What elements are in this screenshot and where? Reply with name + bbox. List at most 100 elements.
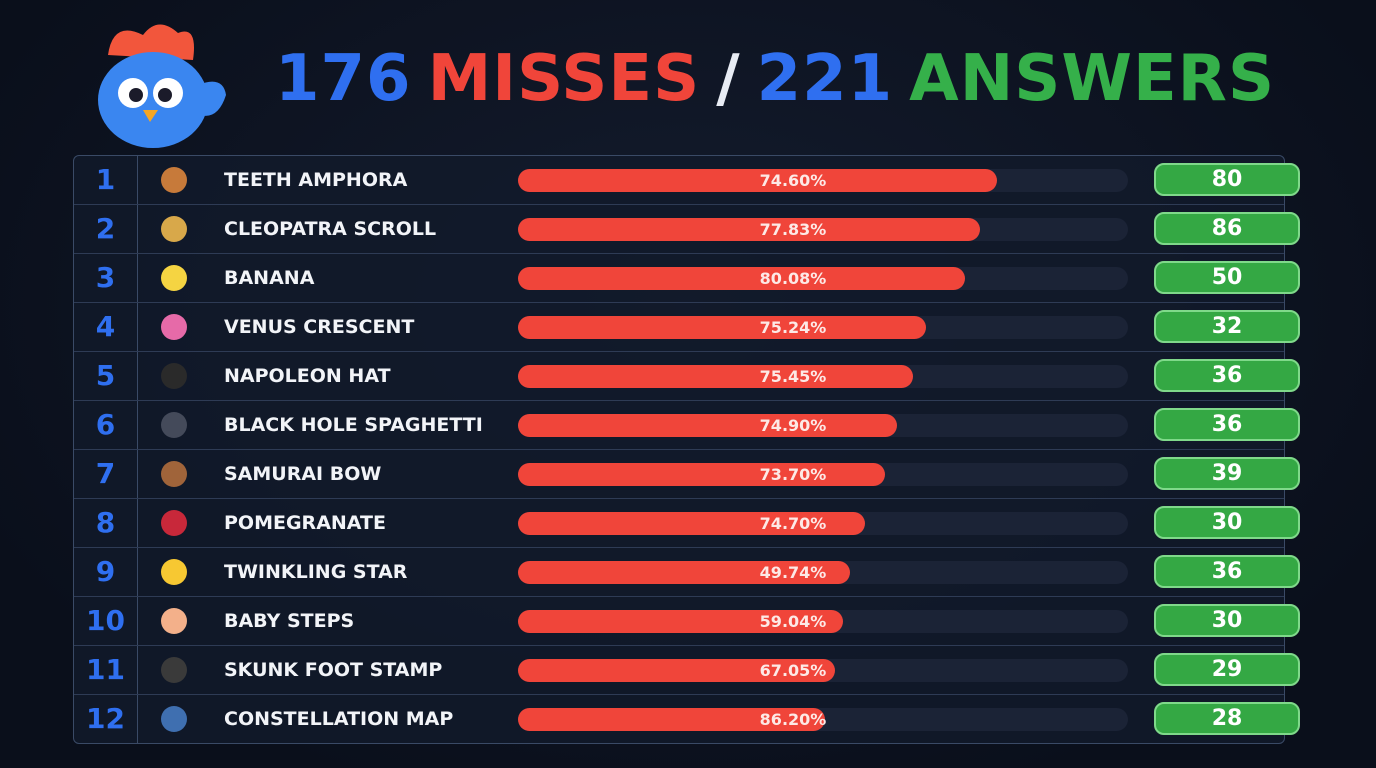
bar bbox=[518, 316, 926, 339]
bar bbox=[518, 463, 885, 486]
rank: 6 bbox=[74, 401, 138, 449]
bar-track: 75.45% bbox=[518, 365, 1128, 388]
rank: 1 bbox=[74, 156, 138, 204]
leaderboard: 1 TEETH AMPHORA 74.60% 80 2 CLEOPATRA SCROLL 7… bbox=[73, 155, 1300, 744]
count-pill: 32 bbox=[1154, 310, 1300, 343]
bar-track: 74.70% bbox=[518, 512, 1128, 535]
bar bbox=[518, 512, 865, 535]
percent: 75.24% bbox=[759, 318, 827, 337]
item-name: TWINKLING STAR bbox=[224, 561, 408, 583]
rank: 7 bbox=[74, 450, 138, 498]
percent: 74.60% bbox=[759, 171, 827, 190]
bar bbox=[518, 610, 843, 633]
bar-track: 74.90% bbox=[518, 414, 1128, 437]
answers-count: 221 bbox=[756, 42, 894, 116]
bar-track: 80.08% bbox=[518, 267, 1128, 290]
icon bbox=[161, 265, 187, 291]
count-pill: 39 bbox=[1154, 457, 1300, 490]
rank: 2 bbox=[74, 205, 138, 253]
icon bbox=[161, 167, 187, 193]
title: 176 MISSES/221 ANSWERS bbox=[200, 42, 1350, 116]
count-pill: 36 bbox=[1154, 555, 1300, 588]
percent: 67.05% bbox=[759, 661, 827, 680]
row: 10 BABY STEPS 59.04% 30 bbox=[74, 597, 1300, 646]
bar-track: 75.24% bbox=[518, 316, 1128, 339]
bar bbox=[518, 659, 835, 682]
icon bbox=[161, 216, 187, 242]
count-pill: 28 bbox=[1154, 702, 1300, 735]
bar-track: 49.74% bbox=[518, 561, 1128, 584]
percent: 77.83% bbox=[759, 220, 827, 239]
count-pill: 29 bbox=[1154, 653, 1300, 686]
count-pill: 80 bbox=[1154, 163, 1300, 196]
row: 4 VENUS CRESCENT 75.24% 32 bbox=[74, 303, 1300, 352]
icon bbox=[161, 363, 187, 389]
bar bbox=[518, 365, 913, 388]
bar-track: 59.04% bbox=[518, 610, 1128, 633]
icon bbox=[161, 461, 187, 487]
count-pill: 30 bbox=[1154, 604, 1300, 637]
answers-label: ANSWERS bbox=[909, 42, 1276, 116]
row: 5 NAPOLEON HAT 75.45% 36 bbox=[74, 352, 1300, 401]
rank: 4 bbox=[74, 303, 138, 351]
percent: 75.45% bbox=[759, 367, 827, 386]
icon bbox=[161, 706, 187, 732]
row: 1 TEETH AMPHORA 74.60% 80 bbox=[74, 156, 1300, 205]
icon bbox=[161, 510, 187, 536]
count-pill: 30 bbox=[1154, 506, 1300, 539]
percent: 74.70% bbox=[759, 514, 827, 533]
icon bbox=[161, 412, 187, 438]
percent: 80.08% bbox=[759, 269, 827, 288]
percent: 49.74% bbox=[759, 563, 827, 582]
percent: 74.90% bbox=[759, 416, 827, 435]
bar-track: 74.60% bbox=[518, 169, 1128, 192]
row: 2 CLEOPATRA SCROLL 77.83% 86 bbox=[74, 205, 1300, 254]
row: 7 SAMURAI BOW 73.70% 39 bbox=[74, 450, 1300, 499]
item-name: NAPOLEON HAT bbox=[224, 365, 391, 387]
icon bbox=[161, 314, 187, 340]
bar-track: 86.20% bbox=[518, 708, 1128, 731]
icon bbox=[161, 608, 187, 634]
bar bbox=[518, 708, 825, 731]
item-name: VENUS CRESCENT bbox=[224, 316, 415, 338]
percent: 73.70% bbox=[759, 465, 827, 484]
mascot bbox=[98, 24, 226, 148]
row: 11 SKUNK FOOT STAMP 67.05% 29 bbox=[74, 646, 1300, 695]
separator: / bbox=[716, 42, 741, 116]
item-name: BABY STEPS bbox=[224, 610, 355, 632]
count-pill: 86 bbox=[1154, 212, 1300, 245]
bar bbox=[518, 414, 897, 437]
bar bbox=[518, 267, 965, 290]
rank: 11 bbox=[74, 646, 138, 694]
item-name: POMEGRANATE bbox=[224, 512, 386, 534]
bar-track: 67.05% bbox=[518, 659, 1128, 682]
misses-count: 176 bbox=[274, 42, 412, 116]
icon bbox=[161, 559, 187, 585]
bar bbox=[518, 169, 997, 192]
row: 12 CONSTELLATION MAP 86.20% 28 bbox=[74, 695, 1300, 744]
rank: 10 bbox=[74, 597, 138, 645]
row: 3 BANANA 80.08% 50 bbox=[74, 254, 1300, 303]
row: 8 POMEGRANATE 74.70% 30 bbox=[74, 499, 1300, 548]
count-pill: 50 bbox=[1154, 261, 1300, 294]
count-pill: 36 bbox=[1154, 359, 1300, 392]
misses-label: MISSES bbox=[427, 42, 701, 116]
row: 9 TWINKLING STAR 49.74% 36 bbox=[74, 548, 1300, 597]
item-name: CLEOPATRA SCROLL bbox=[224, 218, 437, 240]
row: 6 BLACK HOLE SPAGHETTI 74.90% 36 bbox=[74, 401, 1300, 450]
rank: 3 bbox=[74, 254, 138, 302]
rank: 9 bbox=[74, 548, 138, 596]
rank: 8 bbox=[74, 499, 138, 547]
rank: 12 bbox=[74, 695, 138, 743]
item-name: BLACK HOLE SPAGHETTI bbox=[224, 414, 483, 436]
item-name: SKUNK FOOT STAMP bbox=[224, 659, 443, 681]
rank: 5 bbox=[74, 352, 138, 400]
item-name: TEETH AMPHORA bbox=[224, 169, 408, 191]
bar-track: 77.83% bbox=[518, 218, 1128, 241]
count-pill: 36 bbox=[1154, 408, 1300, 441]
bar-track: 73.70% bbox=[518, 463, 1128, 486]
percent: 86.20% bbox=[759, 710, 827, 729]
item-name: SAMURAI BOW bbox=[224, 463, 382, 485]
icon bbox=[161, 657, 187, 683]
